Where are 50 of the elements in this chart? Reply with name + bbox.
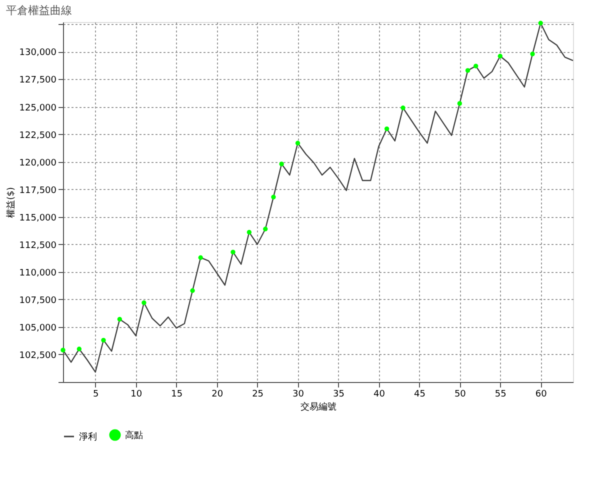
- point: [76, 346, 82, 352]
- point: [530, 52, 535, 56]
- point: [198, 255, 203, 260]
- legend-label: 高點: [125, 430, 143, 441]
- point: [142, 300, 146, 306]
- point: [271, 194, 276, 200]
- y-tick-label: 115,000: [19, 213, 57, 224]
- x-tick-label: 10: [130, 390, 142, 400]
- x-tick-label: 50: [454, 390, 466, 400]
- x-tick-label: 45: [414, 390, 426, 400]
- point: [465, 68, 470, 73]
- point: [474, 64, 478, 68]
- x-tick-label: 30: [292, 390, 304, 400]
- point: [538, 20, 543, 26]
- y-tick-label: 102,500: [19, 350, 57, 361]
- x-tick-label: 25: [252, 390, 264, 400]
- y-tick-label: 130,000: [19, 48, 57, 58]
- point: [60, 348, 66, 352]
- x-tick-label: 60: [535, 390, 548, 400]
- point: [230, 250, 236, 254]
- chart-title: 平倉權益曲線: [6, 4, 72, 18]
- point: [457, 101, 462, 106]
- y-tick-label: 110,000: [19, 268, 57, 278]
- point: [101, 338, 106, 343]
- point: [295, 140, 300, 146]
- point: [279, 162, 284, 166]
- x-tick-label: 35: [333, 390, 344, 400]
- point: [246, 230, 252, 235]
- point: [400, 106, 406, 110]
- y-tick-label: 107,500: [19, 296, 57, 306]
- y-tick-label: 112,500: [19, 240, 57, 251]
- y-tick-label: 125,000: [19, 103, 57, 114]
- y-tick-label: 105,000: [19, 323, 57, 334]
- x-tick-label: 40: [373, 390, 386, 400]
- x-tick-label: 15: [171, 390, 183, 400]
- y-tick-label: 122,500: [19, 130, 57, 141]
- point: [384, 126, 390, 132]
- x-tick-label: 5: [93, 390, 99, 400]
- point: [117, 316, 122, 322]
- y-tick-label: 120,000: [19, 158, 57, 168]
- legend-label: 淨利: [79, 432, 97, 442]
- x-axis-title: 交易編號: [300, 402, 336, 412]
- x-tick-label: 55: [494, 390, 506, 400]
- point: [498, 54, 502, 58]
- point: [263, 226, 268, 232]
- y-tick-label: 117,500: [19, 186, 57, 196]
- y-tick-label: 127,500: [19, 76, 57, 86]
- y-axis-title: 權益($): [5, 187, 16, 218]
- point: [190, 288, 195, 293]
- x-tick-label: 20: [212, 390, 224, 400]
